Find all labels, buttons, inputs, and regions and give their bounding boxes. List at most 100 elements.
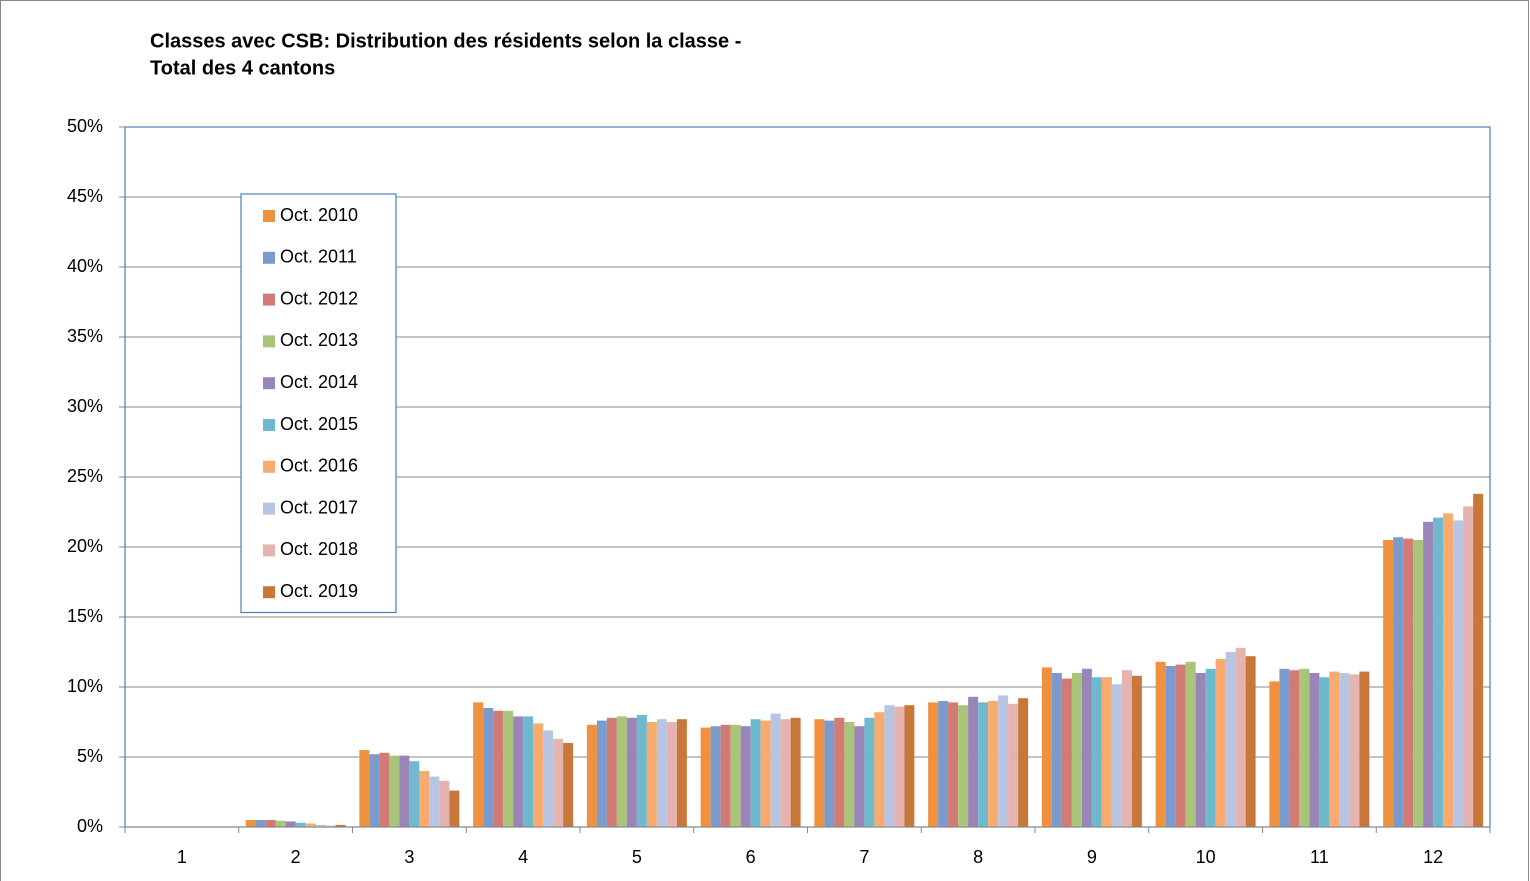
legend-label: Oct. 2019	[280, 581, 358, 601]
bar	[399, 755, 410, 827]
bar	[493, 710, 504, 827]
bar	[884, 705, 895, 827]
bar	[359, 750, 370, 827]
legend-swatch	[263, 544, 275, 557]
bar	[1071, 673, 1082, 827]
bar	[824, 720, 835, 827]
bar	[1215, 659, 1226, 827]
bar	[419, 771, 430, 827]
legend-label: Oct. 2014	[280, 372, 358, 392]
bar	[389, 755, 400, 827]
bar	[770, 713, 781, 827]
bar	[626, 717, 637, 827]
bar	[894, 706, 905, 827]
legend-label: Oct. 2013	[280, 330, 358, 350]
bar	[938, 701, 949, 827]
bar	[606, 717, 617, 827]
bar	[523, 716, 534, 827]
bar	[988, 701, 999, 827]
bar	[1383, 540, 1394, 827]
y-tick-label: 15%	[67, 606, 103, 626]
legend-label: Oct. 2015	[280, 414, 358, 434]
bar	[586, 724, 597, 827]
x-tick-label: 9	[1087, 847, 1097, 867]
bar	[844, 722, 855, 827]
bar	[834, 717, 845, 827]
bar	[1329, 671, 1340, 827]
y-tick-label: 30%	[67, 396, 103, 416]
bar	[1299, 668, 1310, 827]
bar	[1403, 538, 1414, 827]
bar	[1349, 674, 1360, 827]
x-tick-label: 3	[404, 847, 414, 867]
bar	[1235, 647, 1246, 827]
bar	[1433, 517, 1444, 827]
bar	[1245, 656, 1256, 827]
bar	[720, 724, 731, 827]
bar	[998, 695, 1009, 827]
legend-label: Oct. 2011	[280, 247, 357, 267]
bar	[1061, 678, 1072, 827]
bar	[1309, 673, 1320, 827]
legend-swatch	[263, 251, 275, 264]
bar	[596, 720, 607, 827]
bar	[543, 730, 554, 827]
bar	[439, 780, 450, 827]
bar	[740, 726, 751, 827]
bar	[1041, 667, 1052, 827]
bar	[636, 715, 647, 827]
bar	[1205, 668, 1216, 827]
bar	[533, 723, 544, 827]
bar	[335, 824, 346, 827]
bar	[1413, 540, 1424, 827]
x-tick-label: 6	[746, 847, 756, 867]
y-tick-label: 5%	[77, 746, 103, 766]
bar	[1195, 673, 1206, 827]
bar	[483, 708, 494, 827]
chart-title: Classes avec CSB: Distribution des résid…	[150, 30, 741, 52]
bar	[928, 702, 939, 827]
y-tick-label: 25%	[67, 466, 103, 486]
x-tick-label: 5	[632, 847, 642, 867]
bar	[874, 712, 885, 827]
bar	[616, 716, 627, 827]
bar	[245, 820, 256, 827]
bar	[1279, 668, 1290, 827]
bar	[1319, 677, 1330, 827]
bar	[1121, 670, 1132, 827]
legend-swatch	[263, 335, 275, 348]
bar	[255, 820, 266, 827]
x-tick-label: 1	[177, 847, 187, 867]
bar	[780, 719, 791, 827]
bar	[854, 726, 865, 827]
bar	[513, 716, 524, 827]
bar	[1225, 652, 1236, 827]
bar	[1111, 684, 1122, 827]
bar	[1101, 677, 1112, 827]
y-tick-label: 0%	[77, 816, 103, 836]
bar	[700, 727, 711, 827]
bar	[1081, 668, 1092, 827]
bar	[656, 719, 667, 827]
bar	[958, 705, 969, 827]
bar	[449, 790, 460, 827]
bar	[369, 754, 380, 827]
bar	[904, 705, 915, 827]
legend-label: Oct. 2018	[280, 539, 358, 559]
bar	[676, 719, 687, 827]
legend-swatch	[263, 460, 275, 473]
bar	[325, 825, 336, 827]
bar	[1091, 677, 1102, 827]
y-tick-label: 35%	[67, 326, 103, 346]
y-tick-label: 40%	[67, 256, 103, 276]
y-tick-label: 50%	[67, 116, 103, 136]
bar	[1051, 673, 1062, 827]
y-tick-label: 10%	[67, 676, 103, 696]
bar	[1359, 671, 1370, 827]
chart-title: Total des 4 cantons	[150, 57, 335, 79]
bar	[1423, 521, 1434, 827]
y-tick-label: 45%	[67, 186, 103, 206]
x-tick-label: 11	[1310, 847, 1329, 867]
